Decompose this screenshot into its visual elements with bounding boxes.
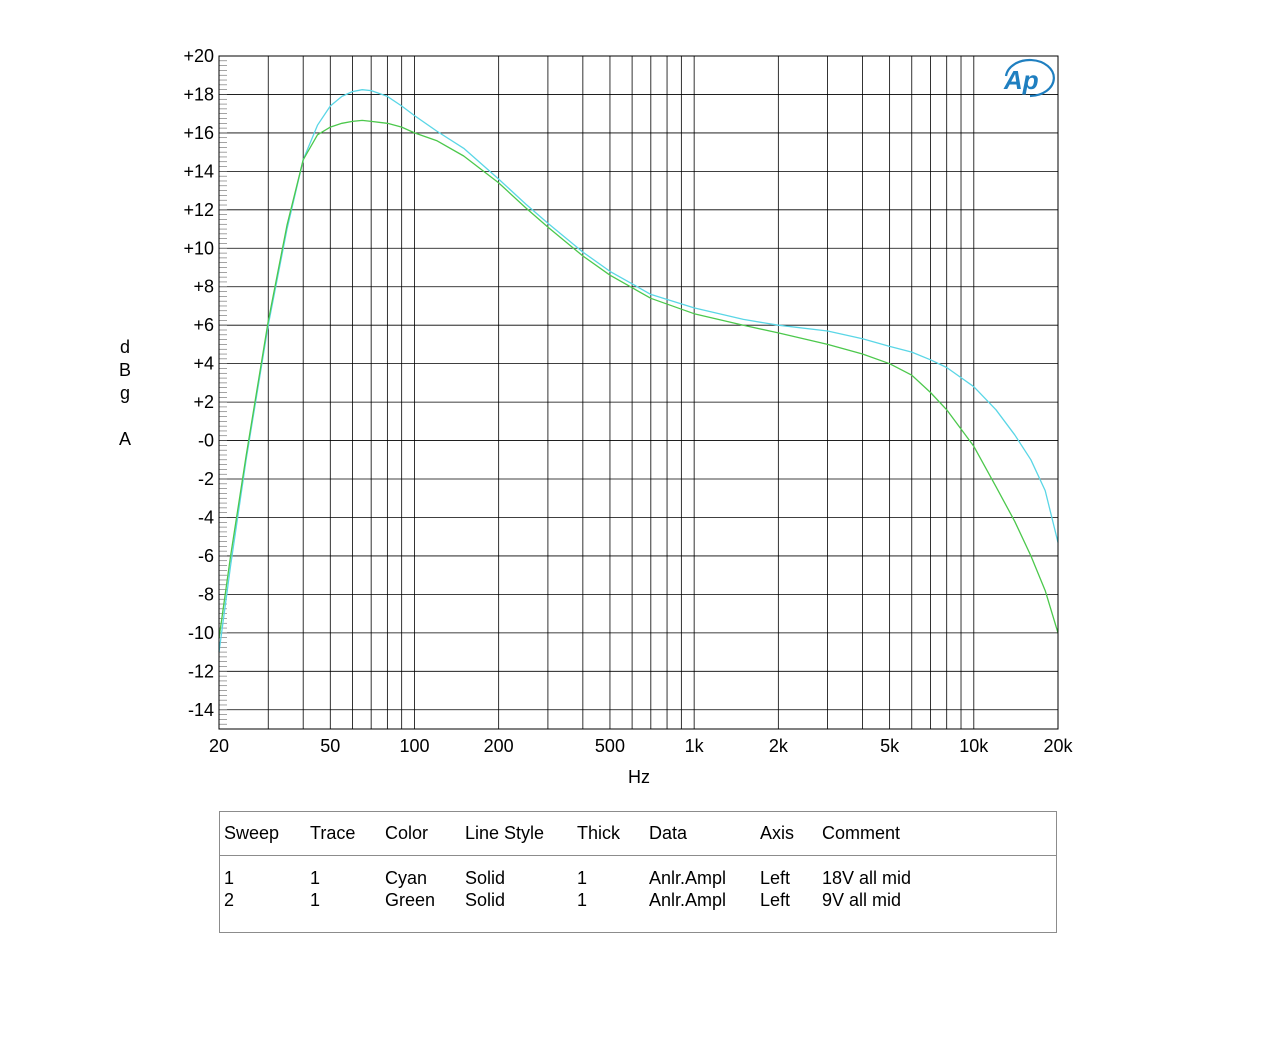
legend-cell: Green: [385, 890, 436, 910]
y-tick-label: -12: [188, 661, 214, 681]
ap-logo: Ap: [1003, 58, 1055, 98]
x-tick-label: 100: [399, 736, 429, 756]
legend-cell: 2: [224, 890, 235, 910]
legend-cell: 1: [577, 868, 588, 888]
y-tick-label: +16: [183, 123, 214, 143]
x-tick-label: 20k: [1043, 736, 1073, 756]
y-tick-label: +12: [183, 200, 214, 220]
legend-cell: Cyan: [385, 868, 428, 888]
legend-cell: Anlr.Ampl: [649, 868, 727, 888]
legend-cell: 1: [310, 890, 321, 910]
y-tick-label: -0: [198, 431, 214, 451]
y-tick-label: +4: [193, 354, 214, 374]
legend-header-cell: Data: [649, 823, 688, 843]
legend-cell: 1: [577, 890, 588, 910]
legend-header-cell: Color: [385, 823, 429, 843]
legend-cell: Left: [760, 868, 791, 888]
y-tick-label: -8: [198, 584, 214, 604]
y-axis-label: dBg A: [119, 337, 131, 449]
x-axis-label: Hz: [628, 767, 650, 787]
y-axis-label-char: A: [119, 429, 131, 449]
legend-header-cell: Thick: [577, 823, 621, 843]
y-axis-label-char: B: [119, 360, 131, 380]
legend-header-cell: Trace: [310, 823, 356, 843]
y-tick-label: +6: [193, 315, 214, 335]
legend-cell: 1: [310, 868, 321, 888]
logo-text: Ap: [1003, 65, 1039, 95]
legend-cell: 1: [224, 868, 235, 888]
x-tick-label: 10k: [959, 736, 989, 756]
legend-cell: Left: [760, 890, 791, 910]
x-tick-labels: 20 50 100 200 500 1k 2k 5k 10k 20k: [209, 736, 1074, 756]
y-axis-label-char: g: [120, 383, 130, 403]
y-tick-label: +10: [183, 238, 214, 258]
y-tick-label: -2: [198, 469, 214, 489]
legend-cell: Solid: [465, 868, 506, 888]
y-tick-label: +8: [193, 277, 214, 297]
frequency-response-chart: +20 +18 +16 +14 +12 +10 +8 +6 +4 +2 -0 -2 -4 -6 -8 -10 -…: [119, 46, 1074, 787]
legend-header-cell: Line Style: [465, 823, 545, 843]
series-lines: [218, 89, 1059, 653]
x-tick-label: 1k: [685, 736, 705, 756]
legend-cell: Anlr.Ampl: [649, 890, 727, 910]
x-tick-label: 20: [209, 736, 229, 756]
x-tick-label: 500: [595, 736, 625, 756]
x-tick-label: 50: [320, 736, 340, 756]
y-tick-labels: +20 +18 +16 +14 +12 +10 +8 +6 +4 +2 -0 -2 -4 -6 -8 -10 -…: [183, 46, 214, 720]
grid: [219, 55, 1058, 730]
y-tick-label: +2: [193, 392, 214, 412]
y-tick-label: +14: [183, 161, 214, 181]
series-line-1: [218, 89, 1059, 653]
y-tick-label: +18: [183, 84, 214, 104]
legend-cell: 18V all mid: [822, 868, 912, 888]
y-tick-label: -14: [188, 700, 214, 720]
y-tick-label: -6: [198, 546, 214, 566]
legend-header-cell: Sweep: [224, 823, 280, 843]
y-axis-label-char: d: [120, 337, 130, 357]
y-tick-label: -10: [188, 623, 214, 643]
legend-header: Sweep Trace Color Line Style Thick Data Axis Co…: [220, 812, 1056, 856]
x-tick-label: 200: [484, 736, 514, 756]
legend-cell: 9V all mid: [822, 890, 902, 910]
x-tick-label: 5k: [880, 736, 900, 756]
legend-header-cell: Axis: [760, 823, 795, 843]
legend-header-cell: Comment: [822, 823, 901, 843]
y-tick-label: +20: [183, 46, 214, 66]
legend-cell: Solid: [465, 890, 506, 910]
plot-frame: [218, 55, 1059, 730]
series-line-2: [218, 119, 1059, 639]
y-tick-label: -4: [198, 507, 214, 527]
x-tick-label: 2k: [769, 736, 789, 756]
legend-table: Sweep Trace Color Line Style Thick Data Axis Co…: [219, 811, 1057, 933]
